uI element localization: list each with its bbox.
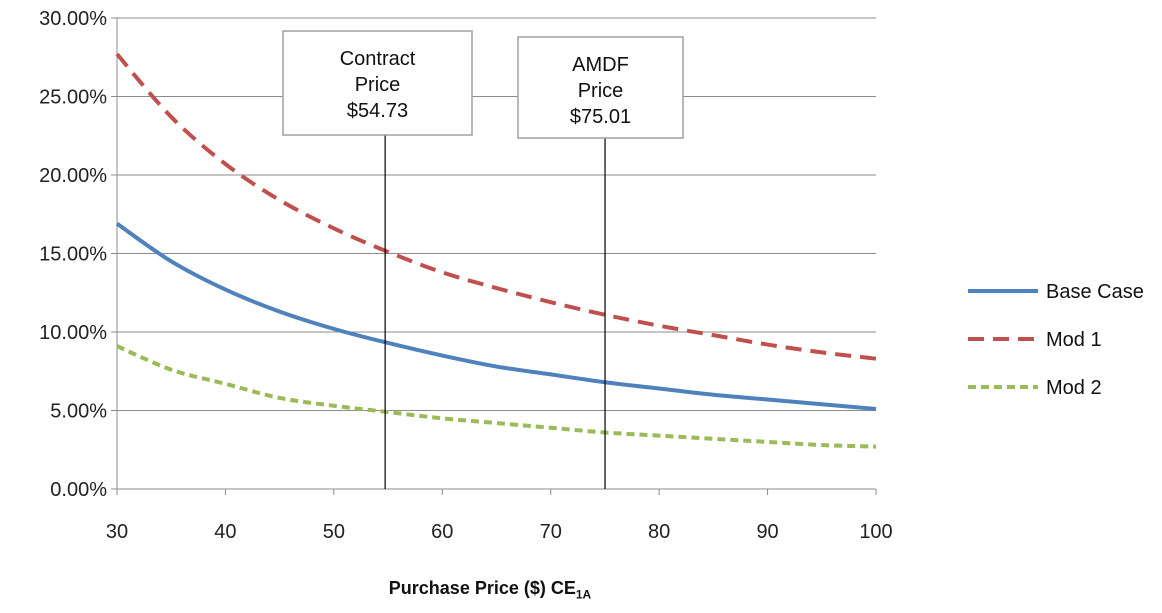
y-tick-label: 0.00% — [50, 479, 107, 501]
x-axis-label-sub: 1A — [575, 587, 592, 602]
y-tick-label: 25.00% — [39, 87, 107, 109]
legend-label: Base Case — [1046, 281, 1144, 303]
legend-label: Mod 2 — [1046, 377, 1102, 399]
y-tick-label: 30.00% — [39, 8, 107, 30]
annotation-text: $54.73 — [347, 100, 408, 122]
x-axis-label-main: Purchase Price ($) CE — [388, 578, 576, 598]
annotation-text: $75.01 — [570, 106, 631, 128]
annotation-box — [517, 36, 684, 139]
annotation-box — [282, 30, 473, 136]
x-tick-label: 50 — [323, 521, 345, 543]
x-tick-label: 90 — [756, 521, 778, 543]
x-tick-label: 30 — [106, 521, 128, 543]
series-line-2 — [115, 52, 877, 361]
x-tick-label: 80 — [648, 521, 670, 543]
y-tick-label: 20.00% — [39, 165, 107, 187]
x-tick-label: 70 — [540, 521, 562, 543]
annotation-text: Contract — [340, 48, 416, 70]
annotation-text: AMDF — [572, 54, 629, 76]
y-tick-label: 5.00% — [50, 401, 107, 423]
series-line-1 — [115, 222, 877, 411]
legend-label: Mod 1 — [1046, 329, 1102, 351]
y-tick-label: 10.00% — [39, 322, 107, 344]
x-tick-label: 100 — [859, 521, 892, 543]
x-tick-label: 60 — [431, 521, 453, 543]
series-line-3 — [116, 344, 877, 449]
x-tick-label: 40 — [214, 521, 236, 543]
y-tick-label: 15.00% — [39, 244, 107, 266]
annotation-text: Price — [578, 80, 624, 102]
annotation-text: Price — [355, 74, 401, 96]
x-axis-label: Purchase Price ($) CE1A — [300, 578, 680, 602]
